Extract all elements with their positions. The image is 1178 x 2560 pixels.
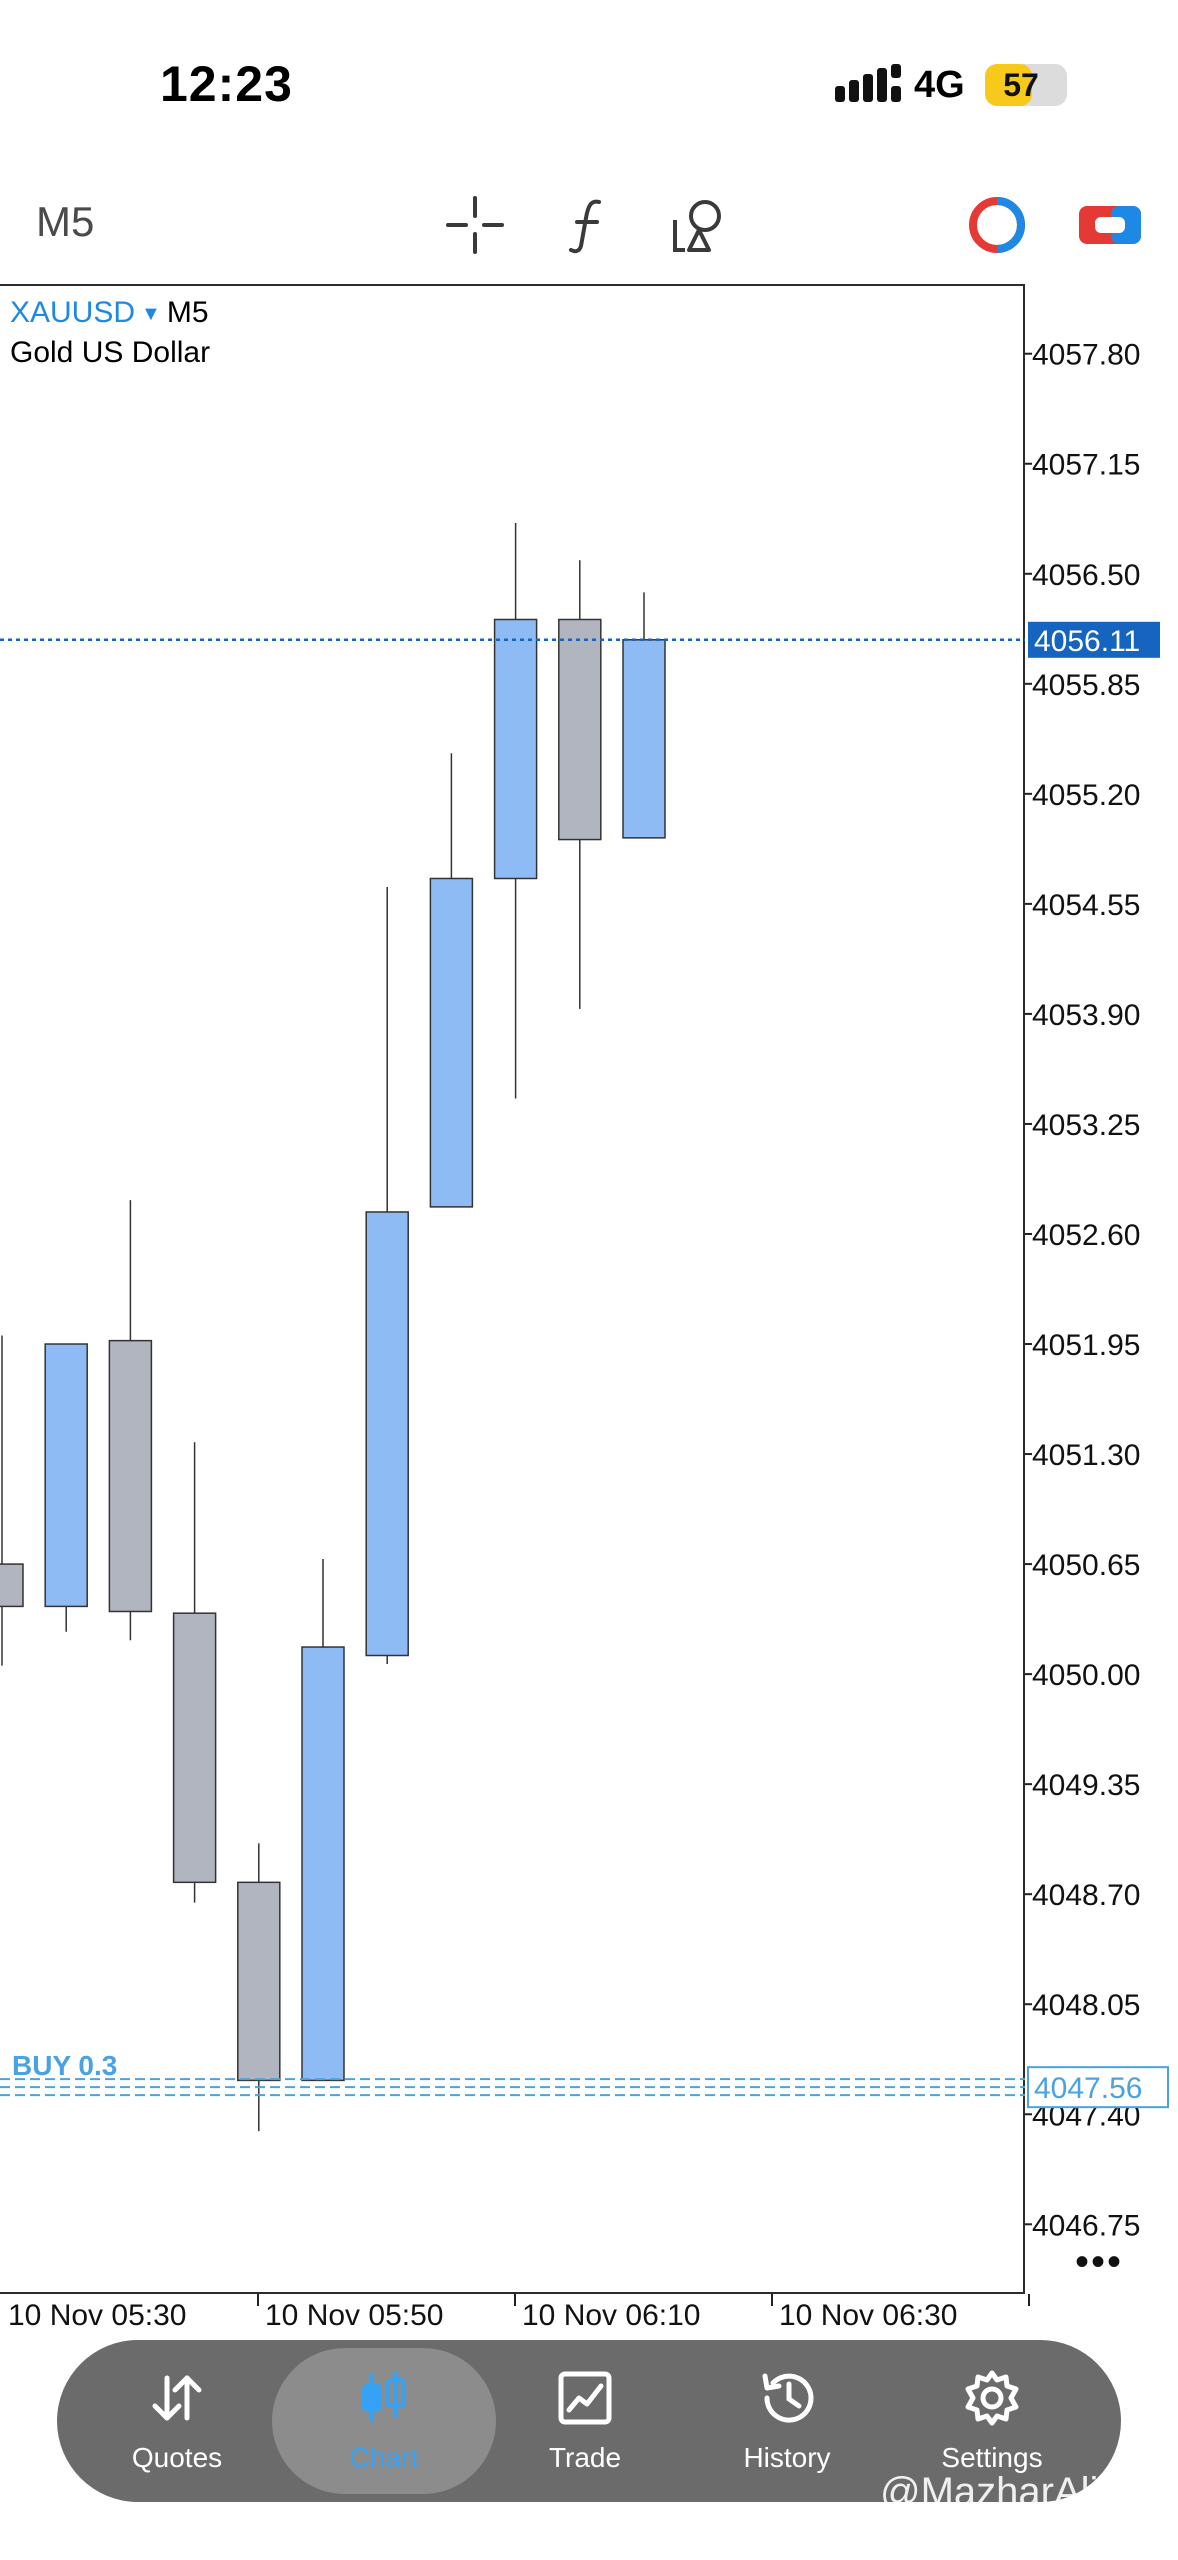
nav-trade[interactable]: Trade [485,2340,685,2502]
bull-candle-body [44,1343,88,1608]
bear-candle-body [108,1339,153,1613]
symbol-dropdown-icon[interactable]: ▼ [141,302,161,325]
nav-chart-label: Chart [349,2442,419,2473]
candle [558,560,602,1009]
objects-icon[interactable] [665,190,735,260]
watermark: @MazharAli [880,2470,1099,2514]
nav-active-pill [272,2348,496,2494]
bull-candle-body [622,639,666,839]
candle [44,1343,88,1632]
candle [172,1442,217,1903]
time-tick-label: 10 Nov 06:30 [779,2299,957,2332]
price-tick-label: 4055.20 [1032,779,1140,812]
more-options-icon[interactable]: ••• [1075,2240,1124,2284]
bear-candle-body [558,618,602,841]
status-time: 12:23 [160,56,293,112]
price-tick-label: 4056.50 [1032,559,1140,592]
time-tick-label: 10 Nov 05:50 [265,2299,443,2332]
chart-area[interactable] [0,284,1025,2294]
nav-quotes[interactable]: Quotes [77,2340,277,2502]
crosshair-icon[interactable] [440,190,510,260]
bear-candle-body [237,1881,281,2082]
order-price-label: 4047.56 [1034,2072,1142,2105]
price-tick-label: 4049.35 [1032,1769,1140,1802]
time-tick-label: 10 Nov 05:30 [8,2299,186,2332]
symbol-name[interactable]: XAUUSD [10,296,136,329]
candle [493,522,538,1099]
price-tick-label: 4053.90 [1032,999,1140,1032]
bid-price-label: 4056.11 [1034,625,1140,658]
trade-panel-icon[interactable] [1075,190,1145,260]
one-click-trading-icon[interactable] [962,190,1032,260]
time-tick-label: 10 Nov 06:10 [522,2299,700,2332]
chart-period: M5 [166,296,209,329]
bottom-navigation: Quotes Chart Trade History [57,2340,1121,2502]
settings-gear-icon [965,2370,1019,2426]
candle [365,886,409,1664]
price-tick-label: 4057.15 [1032,449,1140,482]
chart-toolbar: M5 [0,180,1178,280]
price-tick-label: 4051.95 [1032,1329,1140,1362]
symbol-description: Gold US Dollar [10,336,211,369]
nav-settings[interactable]: Settings [892,2340,1092,2502]
bid-price-box [1028,621,1160,658]
price-tick-label: 4053.25 [1032,1109,1140,1142]
bull-candle-body [365,1211,409,1657]
price-tick-label: 4050.65 [1032,1549,1140,1582]
price-tick-label: 4057.80 [1032,339,1140,372]
nav-quotes-label: Quotes [131,2442,223,2473]
order-label: BUY 0.3 [12,2050,117,2081]
candlestick-chart[interactable]: 4057.80 4057.15 4056.50 4055.85 4055.20 4054.… [0,0,1178,2380]
candlestick-icon [362,2372,406,2422]
bull-candle-body [429,877,474,1208]
candle [301,1559,345,2082]
bear-candle-body [172,1612,217,1884]
trade-chart-icon [558,2371,612,2425]
network-type: 4G [914,64,965,106]
price-tick-label: 4052.60 [1032,1219,1140,1252]
price-tick-label: 4046.75 [1032,2209,1140,2242]
candle [622,592,666,839]
order-price-box [1027,2066,1169,2109]
candle [237,1843,281,2132]
quotes-arrows-icon [152,2375,202,2421]
bear-candle-body [0,1563,24,1608]
price-tick-label: 4048.70 [1032,1879,1140,1912]
price-tick-label: 4051.30 [1032,1439,1140,1472]
bull-candle-body [301,1646,345,2082]
timeframe-selector[interactable]: M5 [36,198,95,245]
nav-chart[interactable]: Chart [272,2340,496,2502]
price-tick-label: 4050.00 [1032,1659,1140,1692]
nav-trade-label: Trade [548,2442,622,2473]
candle [429,753,474,1208]
bull-candle-body [493,618,538,880]
nav-settings-label: Settings [941,2442,1043,2473]
nav-history-label: History [743,2442,831,2473]
history-clock-icon [762,2373,814,2423]
price-tick-label: 4048.05 [1032,1989,1140,2022]
price-tick-label: 4055.85 [1032,669,1140,702]
nav-history[interactable]: History [687,2340,887,2502]
battery-percent: 57 [1003,67,1039,103]
chart-symbol-header[interactable]: XAUUSD ▼ M5 [10,296,209,330]
candle [0,1335,24,1666]
battery-fill [985,64,1032,106]
price-tick-label: 4054.55 [1032,889,1140,922]
indicators-icon[interactable] [555,190,625,260]
candle [108,1200,153,1641]
battery-indicator: 57 [985,64,1067,106]
status-bar: 12:23 4G 57 [0,0,1178,170]
cellular-signal-icon [835,64,901,102]
